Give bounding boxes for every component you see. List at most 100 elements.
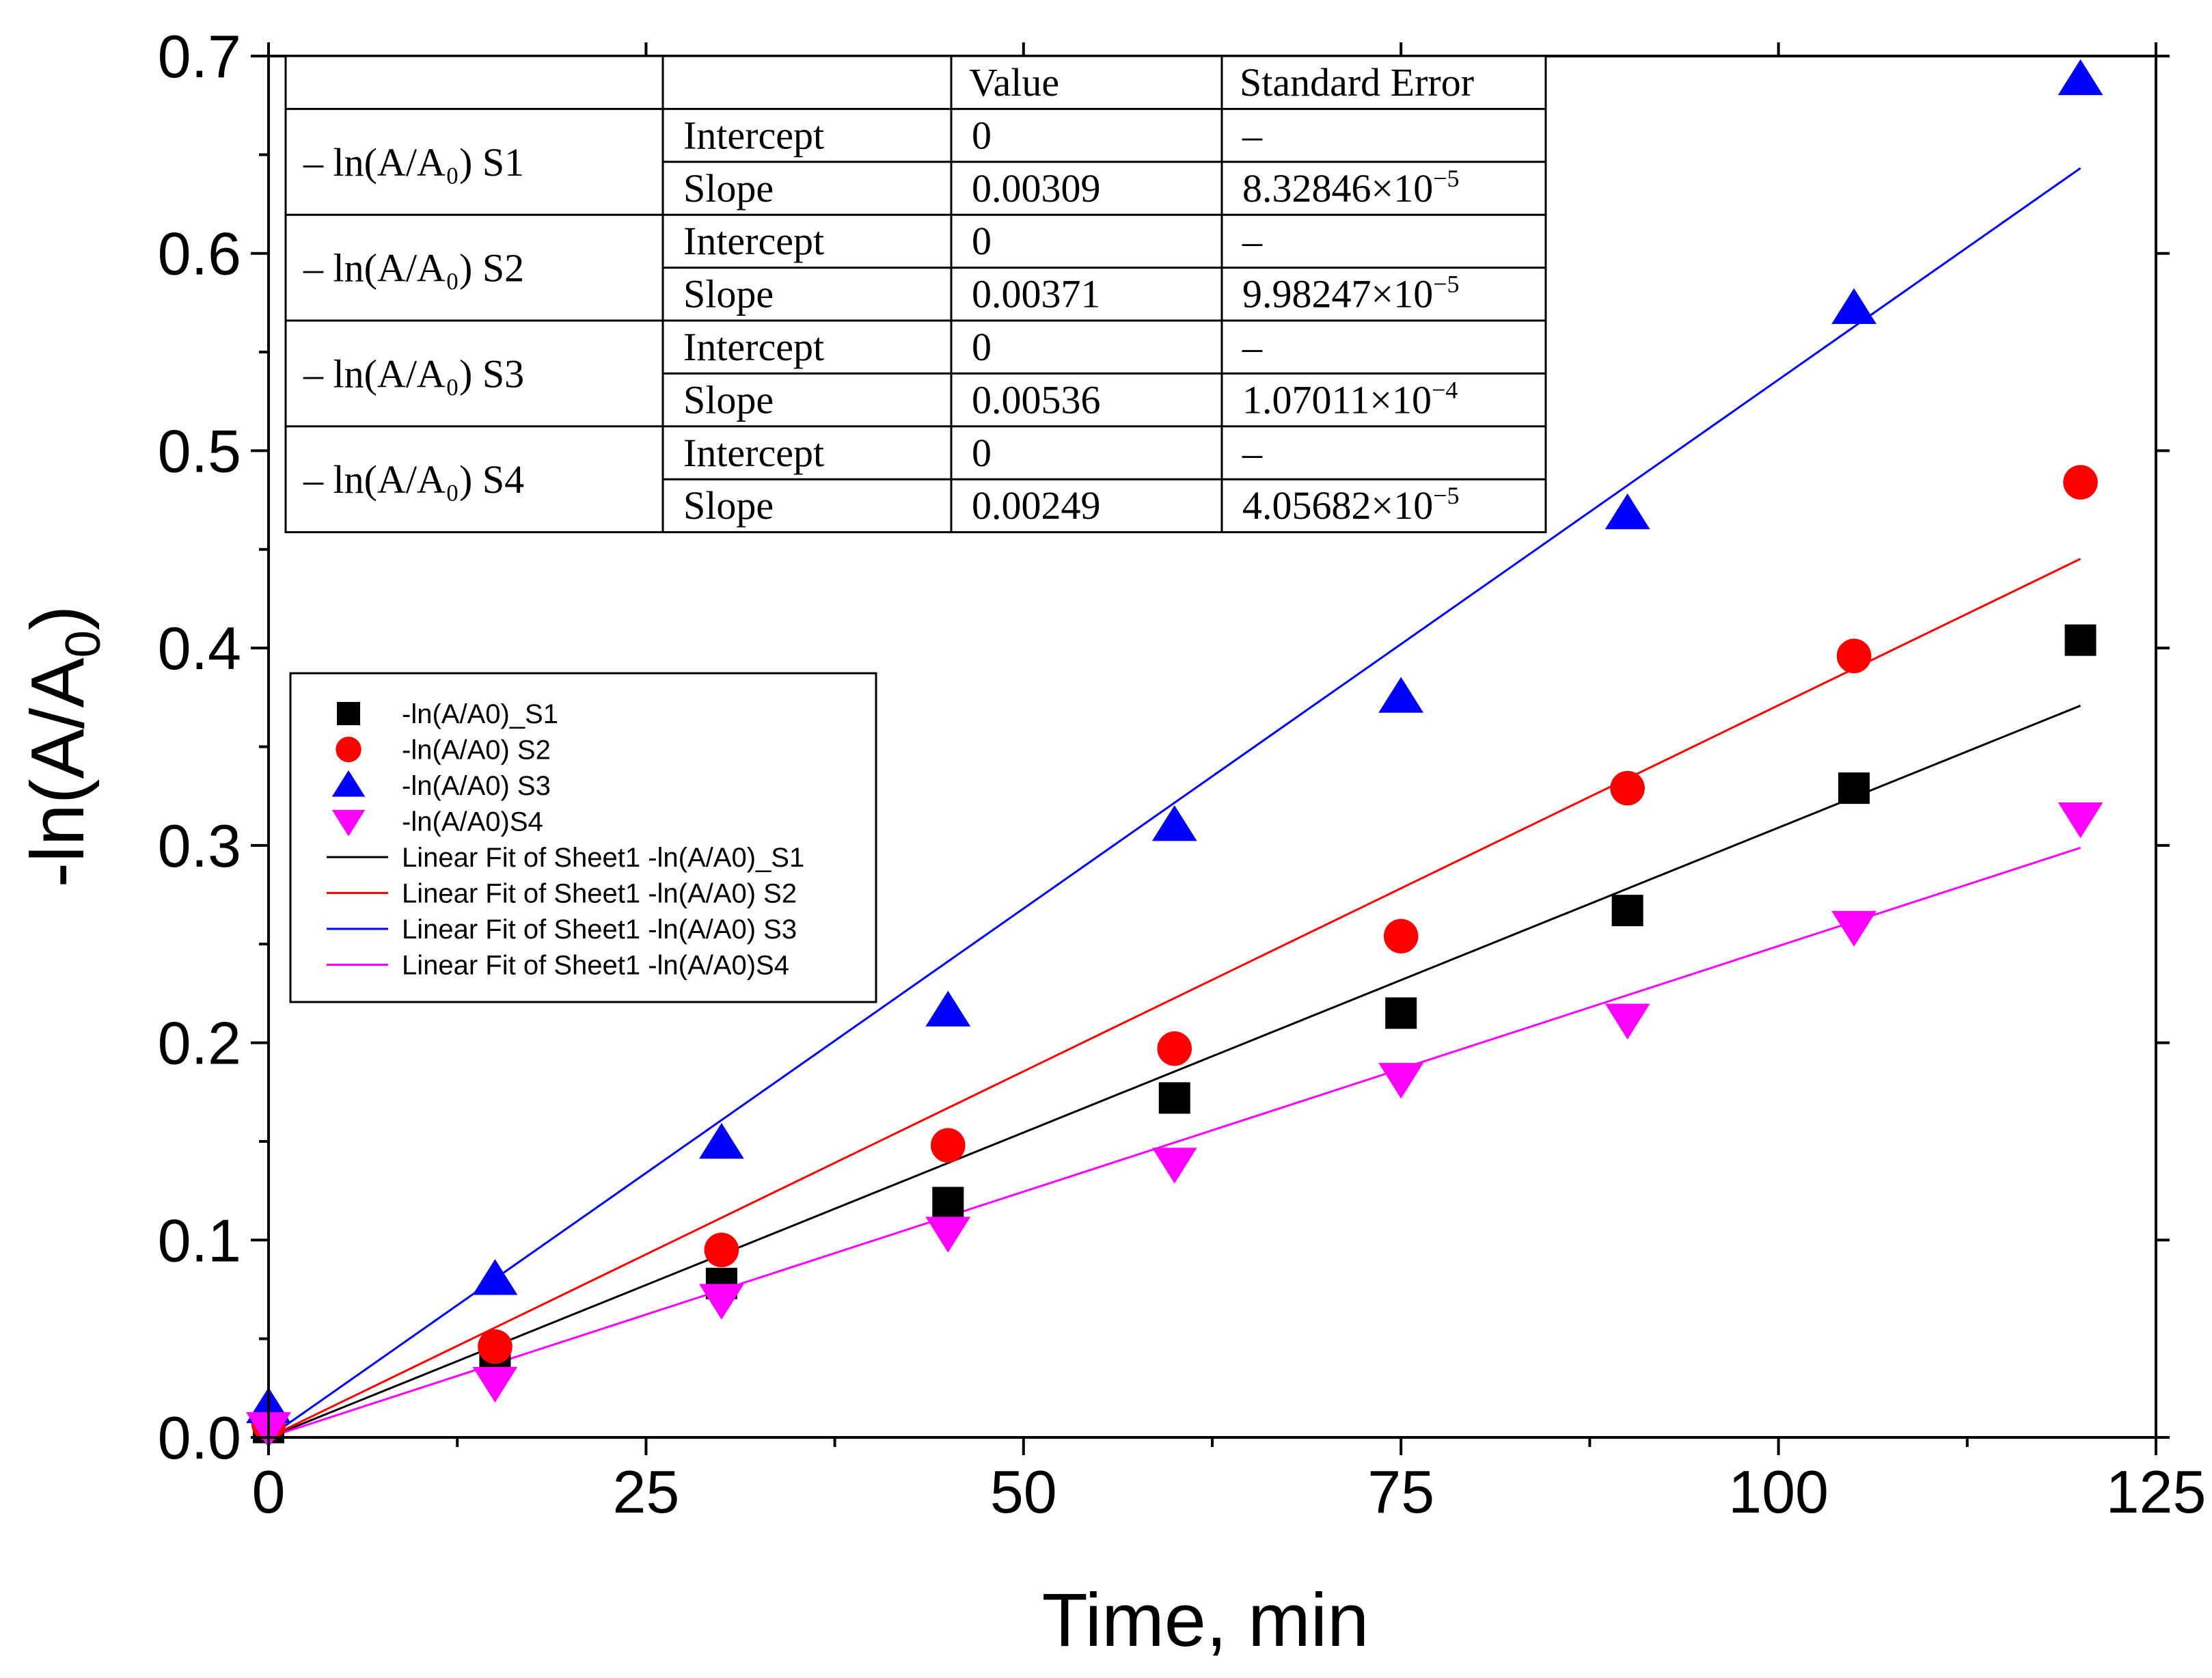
table-param: Intercept bbox=[683, 431, 824, 475]
x-tick-label: 25 bbox=[612, 1458, 679, 1526]
legend-label: Linear Fit of Sheet1 -ln(A/A0)S4 bbox=[402, 951, 789, 981]
x-axis-title: Time, min bbox=[1042, 1578, 1369, 1662]
point-s4-5 bbox=[1151, 1148, 1197, 1184]
point-s2-8 bbox=[1836, 638, 1872, 673]
table-std-error: – bbox=[1242, 113, 1263, 157]
table-header: Standard Error bbox=[1240, 60, 1474, 105]
legend: -ln(A/A0)_S1 -ln(A/A0) S2 -ln(A/A0) S3 -ln(… bbox=[289, 672, 877, 1003]
table-group-label: – ln(A/A₀) S1 bbox=[303, 140, 524, 185]
point-s3-4 bbox=[925, 990, 971, 1027]
table-param: Slope bbox=[683, 377, 774, 422]
point-s1-7 bbox=[1611, 895, 1643, 927]
table-param: Slope bbox=[683, 166, 774, 211]
table-param: Intercept bbox=[683, 113, 824, 157]
point-s3-3 bbox=[698, 1122, 744, 1159]
legend-marker bbox=[337, 702, 360, 725]
point-s4-3 bbox=[698, 1284, 744, 1320]
y-tick-label: 0.2 bbox=[158, 1010, 241, 1077]
table-frame bbox=[284, 55, 1547, 534]
point-s3-7 bbox=[1605, 493, 1650, 530]
fit-parameters-table: Value Standard Error – ln(A/A₀) S1 Intercep… bbox=[284, 55, 1547, 534]
point-s4-2 bbox=[472, 1366, 518, 1403]
point-s3-8 bbox=[1831, 288, 1876, 324]
table-value: 0.00371 bbox=[972, 272, 1101, 316]
point-s3-2 bbox=[472, 1259, 518, 1295]
point-s4-4 bbox=[925, 1217, 971, 1253]
table-group-label: – ln(A/A₀) S4 bbox=[303, 457, 524, 502]
legend-marker bbox=[331, 770, 366, 797]
point-s1-8 bbox=[1838, 772, 1870, 804]
table-param: Slope bbox=[683, 483, 774, 528]
legend-marker bbox=[331, 809, 366, 837]
point-s4-7 bbox=[1605, 1003, 1650, 1040]
table-value: 0 bbox=[972, 219, 992, 263]
table-param: Intercept bbox=[683, 325, 824, 369]
point-s1-9 bbox=[2064, 624, 2097, 656]
point-s2-2 bbox=[478, 1329, 513, 1364]
table-std-error: 9.98247×10−5 bbox=[1242, 271, 1460, 316]
legend-box bbox=[289, 672, 877, 1003]
table-group-label: – ln(A/A₀) S2 bbox=[303, 246, 524, 290]
legend-label: -ln(A/A0) S2 bbox=[402, 735, 551, 766]
point-s1-6 bbox=[1385, 997, 1417, 1029]
point-s4-8 bbox=[1831, 910, 1876, 947]
point-s1-4 bbox=[932, 1187, 964, 1219]
table-std-error: – bbox=[1242, 325, 1263, 369]
table-std-error: 4.05682×10−5 bbox=[1242, 482, 1460, 528]
legend-label: Linear Fit of Sheet1 -ln(A/A0)_S1 bbox=[402, 843, 804, 873]
point-s3-6 bbox=[1378, 677, 1424, 713]
table-std-error: 1.07011×10−4 bbox=[1242, 376, 1458, 422]
fit-line-2 bbox=[268, 558, 2081, 1439]
x-tick-label: 50 bbox=[990, 1458, 1057, 1526]
table-value: 0 bbox=[972, 113, 992, 157]
x-tick-label: 0 bbox=[252, 1458, 286, 1526]
fit-lines bbox=[268, 167, 2081, 1439]
point-s1-5 bbox=[1158, 1082, 1190, 1114]
legend-label: -ln(A/A0)S4 bbox=[402, 807, 543, 837]
point-s2-3 bbox=[704, 1232, 739, 1268]
y-axis-title: -ln(A/A0) bbox=[16, 606, 111, 888]
table-param: Slope bbox=[683, 272, 774, 316]
table-value: 0.00249 bbox=[972, 483, 1101, 528]
point-s2-9 bbox=[2063, 465, 2098, 500]
y-tick-label: 0.3 bbox=[158, 812, 241, 880]
fit-line-3 bbox=[268, 167, 2081, 1439]
point-s2-4 bbox=[931, 1128, 966, 1163]
table-group-label: – ln(A/A₀) S3 bbox=[303, 351, 524, 396]
fit-line-4 bbox=[268, 846, 2081, 1439]
point-s4-9 bbox=[2058, 802, 2103, 839]
legend-label: -ln(A/A0)_S1 bbox=[402, 699, 558, 729]
y-tick-label: 0.7 bbox=[158, 23, 241, 90]
table-value: 0 bbox=[972, 431, 992, 475]
table-value: 0.00309 bbox=[972, 166, 1101, 211]
point-s2-6 bbox=[1383, 919, 1419, 953]
table-param: Intercept bbox=[683, 219, 824, 263]
data-points bbox=[246, 59, 2103, 1448]
y-tick-label: 0.5 bbox=[158, 417, 241, 485]
point-s3-5 bbox=[1151, 805, 1197, 841]
point-s2-7 bbox=[1610, 770, 1645, 806]
axes: 0 25 50 75 100 125 0.0 0.1 0.2 0.3 0.4 0.5 0.6 0.7 Tim… bbox=[16, 23, 2206, 1662]
table-header: Value bbox=[969, 60, 1059, 105]
table-std-error: – bbox=[1242, 219, 1263, 263]
table-value: 0 bbox=[972, 325, 992, 369]
point-s4-6 bbox=[1378, 1063, 1424, 1099]
y-tick-label: 0.4 bbox=[158, 614, 241, 682]
legend-marker bbox=[336, 736, 361, 763]
table-std-error: – bbox=[1242, 431, 1263, 475]
point-s2-5 bbox=[1157, 1031, 1192, 1066]
table-std-error: 8.32846×10−5 bbox=[1242, 165, 1460, 211]
point-s3-9 bbox=[2058, 59, 2103, 96]
y-tick-label: 0.6 bbox=[158, 220, 241, 288]
x-tick-label: 125 bbox=[2106, 1458, 2207, 1526]
legend-label: -ln(A/A0) S3 bbox=[402, 771, 551, 801]
fit-line-1 bbox=[268, 705, 2081, 1439]
y-tick-label: 0.0 bbox=[158, 1404, 241, 1472]
table-value: 0.00536 bbox=[972, 377, 1101, 422]
legend-label: Linear Fit of Sheet1 -ln(A/A0) S2 bbox=[402, 879, 797, 909]
x-tick-label: 100 bbox=[1728, 1458, 1829, 1526]
legend-label: Linear Fit of Sheet1 -ln(A/A0) S3 bbox=[402, 915, 797, 945]
x-tick-label: 75 bbox=[1367, 1458, 1434, 1526]
y-tick-label: 0.1 bbox=[158, 1206, 241, 1274]
